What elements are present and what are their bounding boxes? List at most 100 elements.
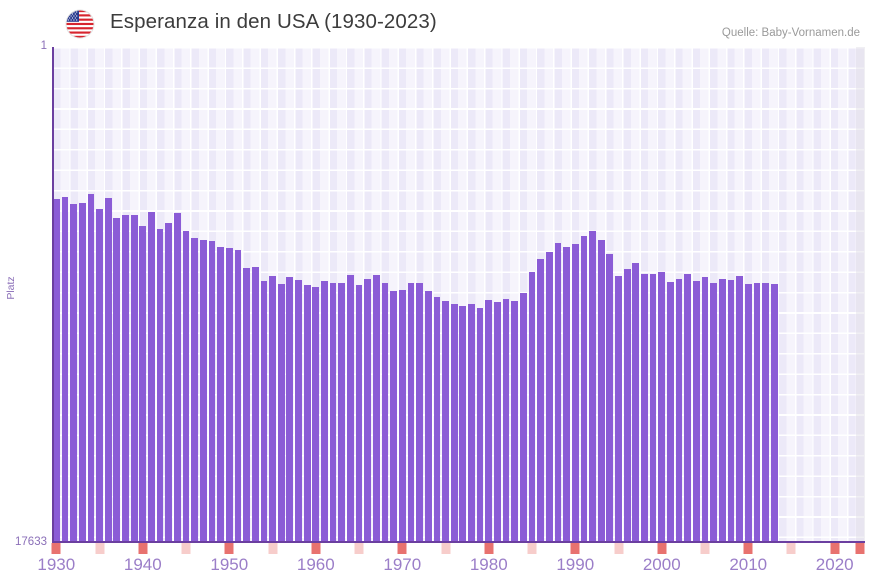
bar	[710, 282, 717, 542]
bar	[459, 306, 467, 542]
x-axis-tick-label: 1950	[210, 555, 249, 574]
bar	[139, 226, 147, 542]
bar	[450, 303, 458, 542]
bar	[545, 251, 553, 542]
x-axis-tick-label: 2020	[815, 555, 854, 574]
bar	[563, 247, 570, 542]
bar	[770, 284, 778, 542]
bar-series	[52, 47, 865, 542]
bar	[321, 281, 328, 542]
x-axis-tick-mark	[657, 543, 667, 554]
bar	[623, 268, 631, 542]
bar	[338, 282, 346, 542]
bar	[485, 300, 493, 542]
bar	[225, 247, 233, 542]
x-axis-tick-mark	[700, 543, 710, 554]
bar	[407, 282, 415, 542]
bar	[701, 277, 709, 542]
bar	[589, 231, 596, 542]
bar	[684, 274, 692, 542]
bar	[61, 196, 69, 542]
bar	[312, 287, 320, 542]
bar	[156, 228, 164, 542]
x-axis-tick-mark	[743, 543, 753, 554]
x-axis-tick-mark	[51, 543, 61, 554]
bar	[753, 282, 761, 542]
y-axis-title: Platz	[5, 276, 17, 300]
bar	[476, 307, 484, 542]
bar	[243, 268, 250, 542]
x-axis-tick-label: 1960	[296, 555, 335, 574]
bar	[528, 272, 536, 542]
bar	[260, 280, 268, 542]
x-axis-tick-mark	[354, 543, 364, 554]
no-data-shaded-region	[856, 47, 865, 542]
bar	[649, 273, 657, 542]
bar	[381, 283, 389, 542]
bar	[658, 272, 666, 542]
x-axis-line	[52, 541, 865, 543]
x-axis-tick-mark	[441, 543, 451, 554]
chart-header: Esperanza in den USA (1930-2023) Quelle:…	[0, 0, 873, 48]
x-axis-tick-label: 1940	[123, 555, 162, 574]
bar	[667, 282, 674, 542]
bar	[251, 266, 259, 542]
bar	[217, 246, 224, 542]
bar	[234, 249, 242, 542]
bar	[113, 218, 121, 542]
bar	[762, 283, 769, 542]
bar	[355, 285, 363, 542]
bar	[277, 284, 285, 542]
bar	[736, 275, 743, 542]
x-axis-tick-label: 1990	[556, 555, 595, 574]
bar	[615, 275, 622, 542]
x-axis-tick-label: 1930	[37, 555, 76, 574]
x-axis-tick-mark	[527, 543, 537, 554]
x-axis-tick-mark	[570, 543, 580, 554]
bar	[390, 291, 397, 542]
x-axis-tick-mark	[614, 543, 623, 554]
bar	[364, 279, 372, 542]
bar	[606, 254, 614, 542]
bar	[122, 215, 129, 542]
bar	[269, 275, 276, 542]
bar	[372, 274, 380, 542]
us-flag-icon	[60, 9, 100, 39]
bar	[416, 283, 423, 542]
x-axis-tick-mark	[138, 543, 148, 554]
bar	[347, 275, 354, 542]
bar	[182, 230, 190, 542]
bar	[511, 301, 519, 542]
bar	[571, 243, 579, 542]
bar	[286, 276, 294, 542]
x-axis-tick-mark	[268, 543, 278, 554]
bar	[87, 194, 95, 542]
bar	[104, 198, 112, 542]
bar	[442, 301, 449, 542]
x-axis-tick-mark	[397, 543, 407, 554]
bar	[641, 274, 648, 542]
bar	[580, 235, 588, 542]
bar	[424, 290, 432, 542]
bar	[165, 223, 173, 542]
bar	[744, 284, 752, 542]
bar	[519, 292, 527, 542]
bar	[148, 211, 155, 542]
bar	[632, 263, 640, 542]
bar	[675, 278, 683, 542]
bar	[502, 299, 510, 542]
bar	[468, 303, 475, 542]
bar	[329, 283, 337, 542]
x-axis-tick-mark	[95, 543, 105, 554]
x-axis-tick-label: 1970	[383, 555, 422, 574]
bar	[303, 285, 311, 542]
bar	[398, 289, 406, 542]
y-axis-tick-top: 1	[40, 40, 47, 52]
bar	[433, 296, 441, 542]
bar	[494, 301, 501, 542]
x-axis-tick-mark	[855, 543, 865, 554]
x-axis-tick-label: 2010	[729, 555, 768, 574]
x-axis-tick-label: 1980	[469, 555, 508, 574]
bar	[130, 215, 138, 542]
source-attribution: Quelle: Baby-Vornamen.de	[721, 27, 860, 39]
